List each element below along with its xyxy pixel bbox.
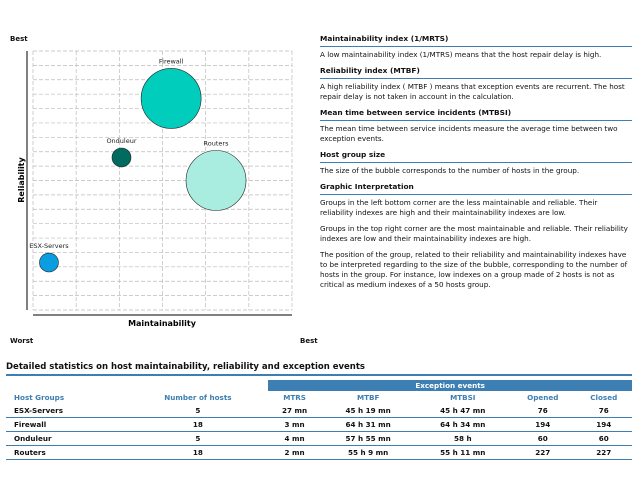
table-cell: 5 bbox=[127, 431, 269, 446]
legend-text: Groups in the left bottom corner are the… bbox=[320, 198, 598, 217]
table-cell: 27 mn bbox=[268, 404, 321, 418]
bubble-label: Routers bbox=[204, 140, 230, 148]
table-cell: 64 h 31 mn bbox=[320, 417, 416, 432]
legend-heading: Host group size bbox=[320, 150, 632, 163]
table-cell: Onduleur bbox=[6, 431, 128, 446]
legend-text: A low maintainability index (1/MTRS) mea… bbox=[320, 50, 602, 59]
legend-heading: Mean time between service incidents (MTB… bbox=[320, 108, 632, 121]
legend-heading: Maintainability index (1/MRTS) bbox=[320, 34, 632, 47]
bubble-label: ESX-Servers bbox=[29, 242, 69, 250]
table-cell: 76 bbox=[510, 404, 576, 418]
bubble-label: Firewall bbox=[159, 57, 184, 65]
column-header: Opened bbox=[527, 393, 559, 402]
table-cell: 45 h 19 mn bbox=[320, 404, 416, 418]
stats-table: Exception events Host Groups Number of ho… bbox=[6, 380, 632, 460]
table-cell: 60 bbox=[510, 431, 576, 446]
column-header: Closed bbox=[590, 393, 618, 402]
table-cell: 18 bbox=[127, 445, 269, 460]
bubble-routers[interactable] bbox=[185, 150, 247, 211]
legend-text: The mean time between service incidents … bbox=[320, 124, 618, 143]
table-cell: 2 mn bbox=[268, 445, 321, 460]
table-cell: 60 bbox=[575, 431, 632, 446]
table-row: Onduleur 5 4 mn 57 h 55 mn 58 h 60 60 bbox=[6, 431, 632, 446]
bubble-chart: Maintainability Reliability Firewall Router… bbox=[17, 50, 293, 328]
corner-label-best-right: Best bbox=[300, 337, 318, 345]
table-cell: Routers bbox=[6, 445, 128, 460]
x-axis-label: Maintainability bbox=[128, 319, 197, 328]
table-title: Detailed statistics on host maintainabil… bbox=[6, 362, 632, 376]
table-cell: 227 bbox=[575, 445, 632, 460]
bubble-firewall[interactable] bbox=[140, 68, 202, 129]
table-row: Firewall 18 3 mn 64 h 31 mn 64 h 34 mn 194 194 bbox=[6, 417, 632, 432]
table-cell: 3 mn bbox=[268, 417, 321, 432]
table-cell: ESX-Servers bbox=[6, 404, 128, 418]
bubble-onduleur[interactable] bbox=[111, 147, 132, 168]
column-header: MTBSI bbox=[450, 393, 476, 402]
column-header: MTBF bbox=[356, 393, 380, 402]
table-row: ESX-Servers 5 27 mn 45 h 19 mn 45 h 47 mn 76 7… bbox=[6, 404, 632, 418]
table-cell: 18 bbox=[127, 417, 269, 432]
table-cell: Firewall bbox=[6, 417, 128, 432]
legend-text: Groups in the top right corner are the m… bbox=[320, 224, 628, 243]
table-cell: 64 h 34 mn bbox=[415, 417, 511, 432]
bubble-esx-servers[interactable] bbox=[39, 252, 59, 273]
table-cell: 58 h bbox=[415, 431, 511, 446]
table-cell: 5 bbox=[127, 404, 269, 418]
table-cell: 227 bbox=[510, 445, 576, 460]
legend-heading: Reliability index (MTBF) bbox=[320, 66, 632, 79]
corner-label-worst: Worst bbox=[10, 337, 34, 345]
legend-text: A high reliability index ( MTBF ) means … bbox=[320, 82, 625, 101]
table-cell: 55 h 11 mn bbox=[415, 445, 511, 460]
legend-heading: Graphic Interpretation bbox=[320, 182, 632, 195]
table-cell: 45 h 47 mn bbox=[415, 404, 511, 418]
legend-text: The size of the bubble corresponds to th… bbox=[320, 166, 580, 175]
column-header: MTRS bbox=[283, 393, 306, 402]
table-cell: 194 bbox=[575, 417, 632, 432]
table-cell: 4 mn bbox=[268, 431, 321, 446]
exception-events-header: Exception events bbox=[268, 380, 632, 391]
table-cell: 76 bbox=[575, 404, 632, 418]
column-header: Number of hosts bbox=[164, 393, 232, 402]
corner-label-best-top: Best bbox=[10, 35, 28, 43]
column-header: Host Groups bbox=[14, 393, 65, 402]
table-row: Routers 18 2 mn 55 h 9 mn 55 h 11 mn 227 227 bbox=[6, 445, 632, 460]
bubble-label: Onduleur bbox=[106, 137, 136, 145]
legend-panel: Maintainability index (1/MRTS) A low main… bbox=[320, 34, 632, 296]
table-cell: 55 h 9 mn bbox=[320, 445, 416, 460]
table-cell: 194 bbox=[510, 417, 576, 432]
table-cell: 57 h 55 mn bbox=[320, 431, 416, 446]
legend-text: The position of the group, related to th… bbox=[320, 250, 628, 289]
y-axis-label: Reliability bbox=[17, 156, 26, 202]
